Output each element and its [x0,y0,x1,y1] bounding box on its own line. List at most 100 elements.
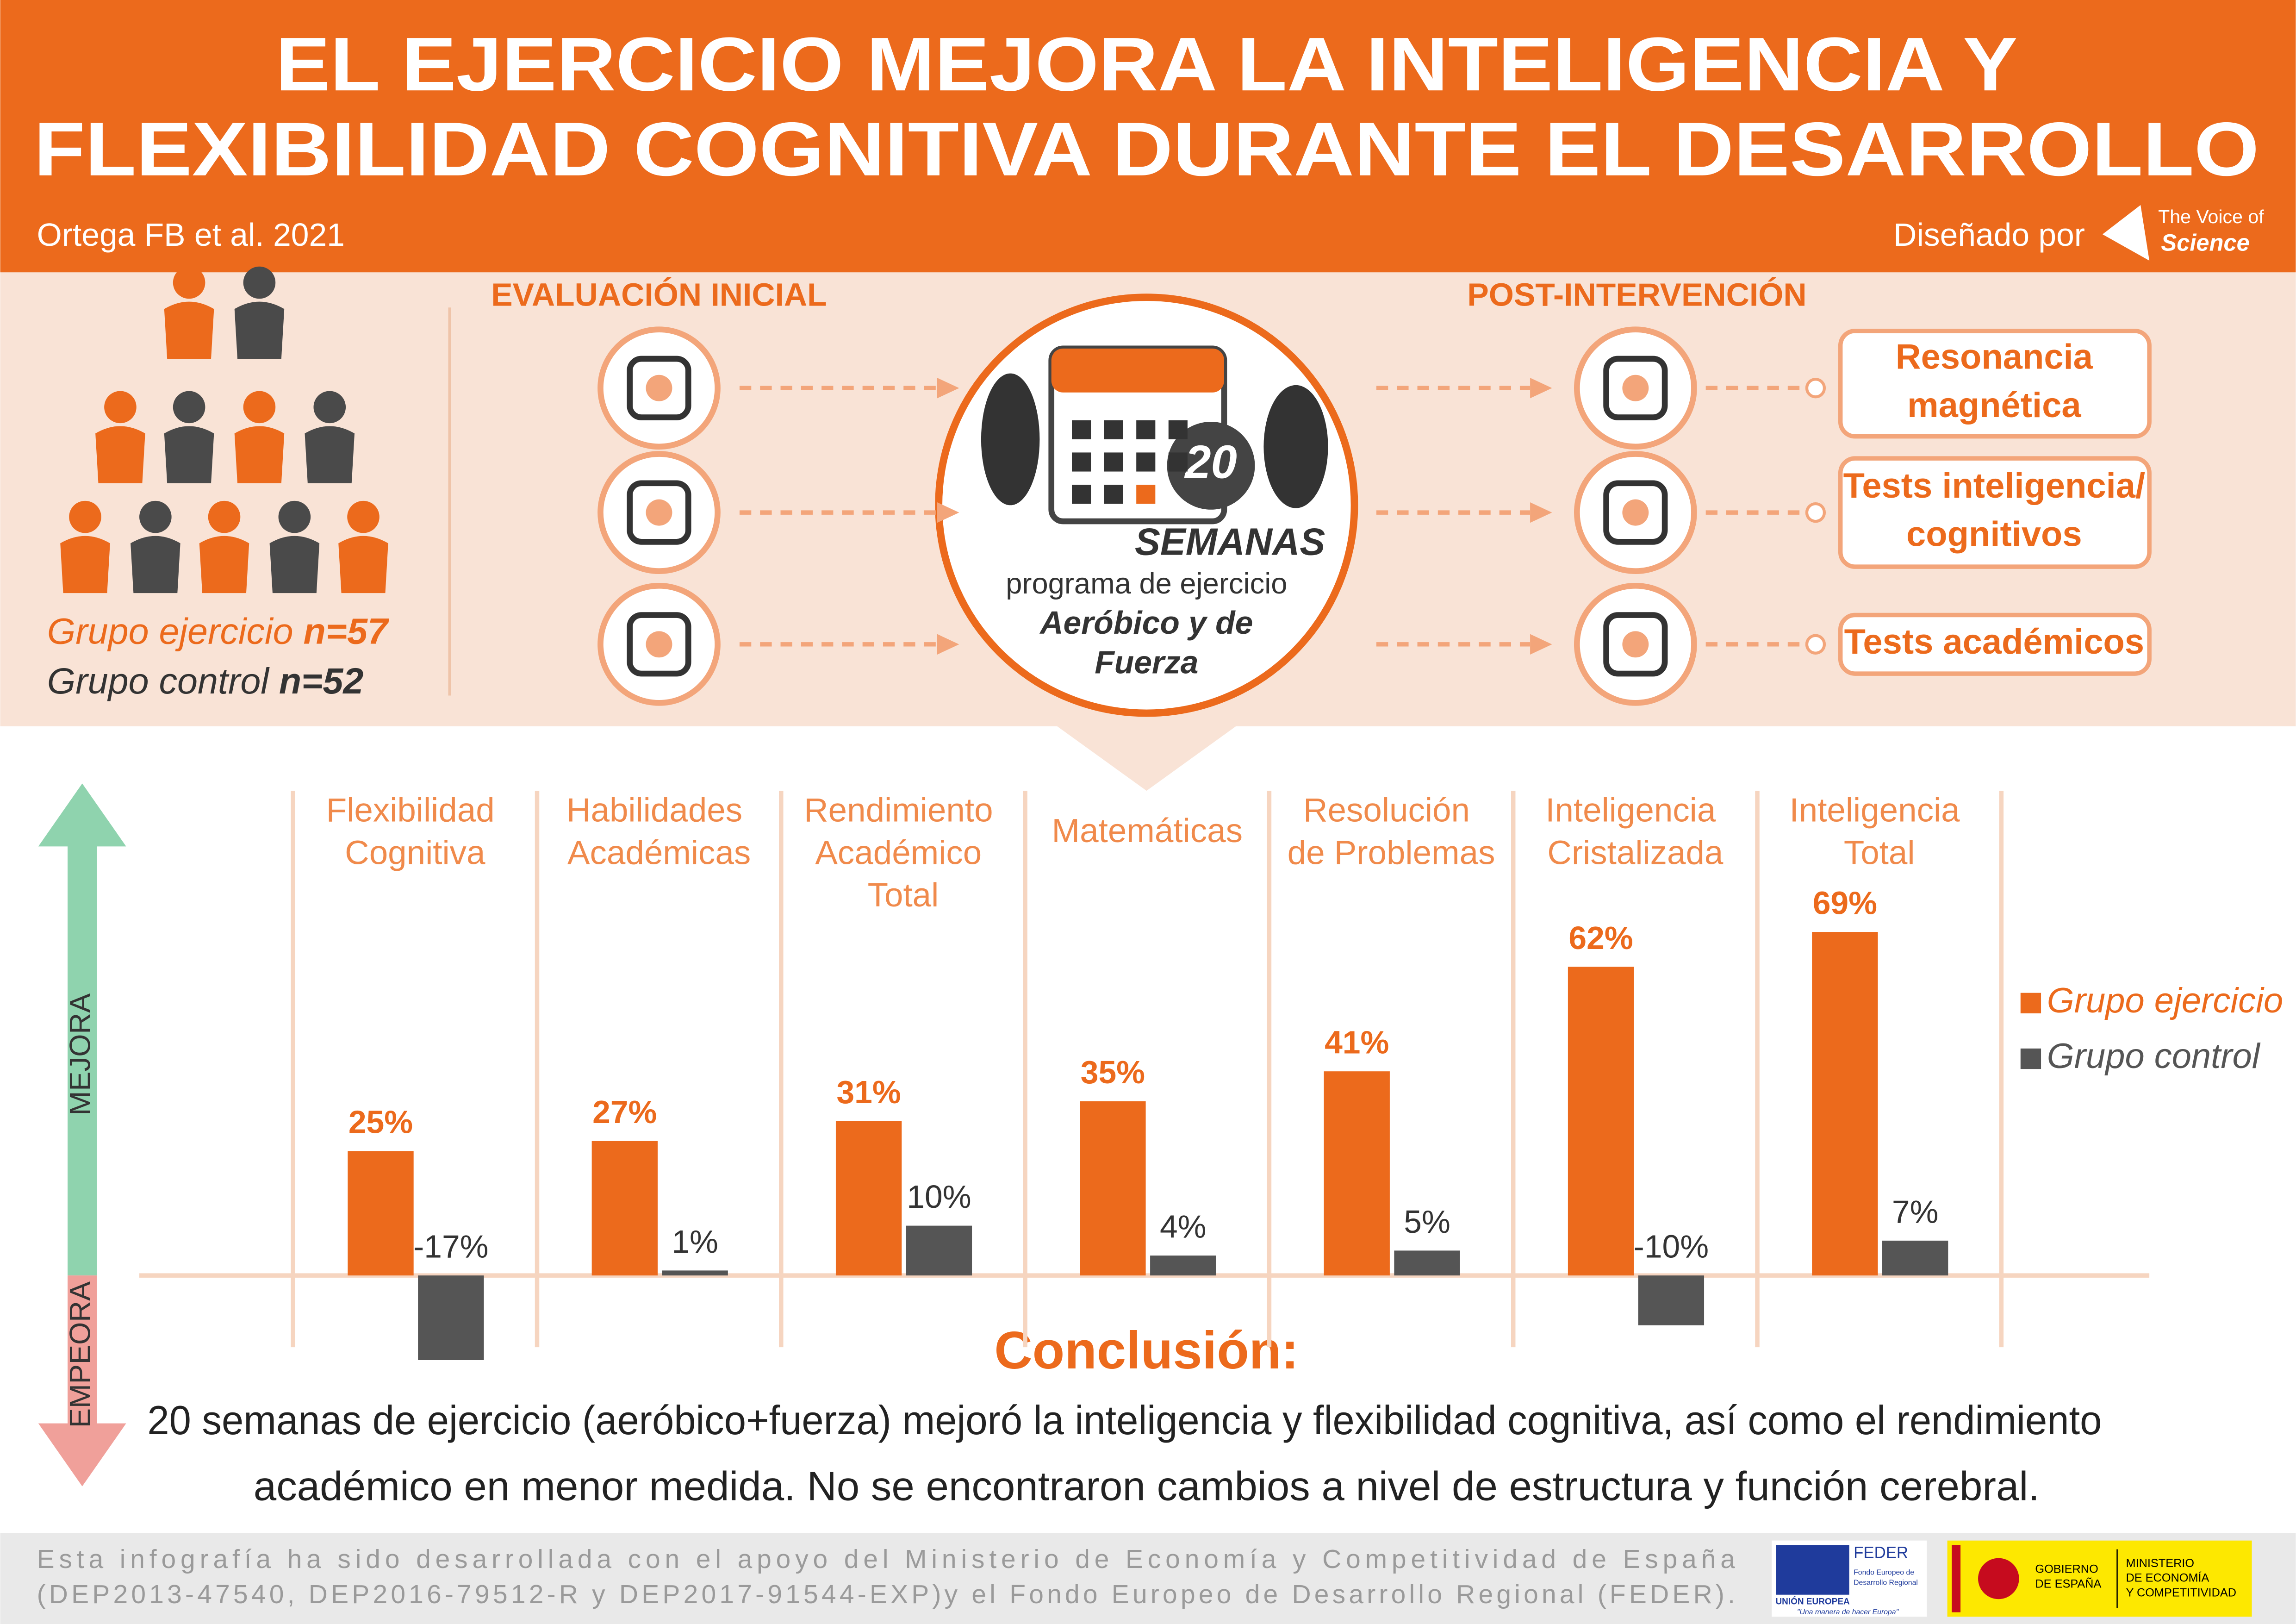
outcome-label: Tests académicos [1844,622,2144,662]
gov: GOBIERNO [2035,1563,2098,1576]
bar [1324,1071,1390,1276]
down-arrow [38,1275,126,1487]
down-arrow [1057,726,1236,791]
calendar-day [1072,452,1091,472]
legend-label: Grupo ejercicio [2047,981,2283,1020]
value-label: -10% [1634,1229,1709,1265]
flow-end [1805,378,1826,399]
bar [906,1225,972,1276]
outcome-box [1838,612,2152,676]
group-name: Grupo ejercicio [47,611,293,652]
calendar-day [1136,452,1156,472]
person-body [234,301,285,359]
eu-flag [1776,1545,1849,1595]
outcome-label: Tests inteligencia/ [1843,466,2145,506]
value-label: 1% [672,1224,718,1260]
program-type: Fuerza [1095,644,1198,680]
value-label: 10% [907,1179,971,1215]
person-head [278,500,311,533]
icon [1603,356,1668,420]
flow-head [1530,634,1552,655]
bar [662,1270,728,1276]
person-head [347,500,380,533]
person-head [69,500,101,533]
person-head [139,500,172,533]
person-body [60,536,110,593]
flow-end [1805,634,1826,655]
feder: FEDER [1854,1544,1908,1562]
person-body [269,536,320,593]
ministry: Y COMPETITIVIDAD [2126,1586,2236,1599]
category-label: Matemáticas [1052,812,1243,849]
bar [1150,1255,1216,1276]
legend-label: Grupo control [2047,1037,2261,1076]
icon [627,480,691,545]
group-label: Grupo ejercicio n=57 [47,611,390,652]
person-body [338,536,388,593]
calendar-day [1104,452,1123,472]
lifter [1263,385,1328,508]
category-label: Rendimiento Académico Total [804,792,1002,914]
person-head [173,266,205,299]
person-body [95,426,145,483]
citation: Ortega FB et al. 2021 [37,217,345,253]
value-label: 69% [1813,885,1877,921]
value-label: 7% [1892,1193,1939,1230]
header-band [0,0,2296,273]
eu: UNIÓN EUROPEA [1775,1597,1849,1607]
group-n: n=57 [304,611,390,652]
value-label: 41% [1325,1024,1389,1061]
weeks-badge [1167,422,1255,510]
icon-dot [1622,375,1649,401]
person-head [243,266,276,299]
phase-label: EVALUACIÓN INICIAL [491,277,827,313]
side-label: EMPEORA [64,1281,96,1428]
bar [1080,1101,1146,1276]
outcome-box [1838,456,2152,569]
gov-bar [1952,1545,1961,1612]
value-label: 27% [592,1094,657,1130]
value-label: -17% [413,1229,488,1265]
icon [627,612,691,677]
gov: DE ESPAÑA [2035,1577,2101,1590]
icon-dot [646,631,672,658]
calendar-day [1136,420,1156,439]
program: programa de ejercicio [1006,568,1287,600]
value-label: 31% [836,1074,901,1110]
flow-head [937,502,959,523]
category-label: Habilidades Académicas [566,792,752,872]
calendar-day [1104,420,1123,439]
feder-sub: Fondo Europeo de [1854,1568,1914,1576]
calendar-day [1072,420,1091,439]
icon [1603,612,1668,677]
group-n: n=52 [279,660,363,701]
group-name: Grupo control [47,660,270,701]
flow-end [1805,502,1826,523]
category-label: Resolución de Problemas [1288,792,1495,872]
icon-dot [1622,499,1649,526]
title-line: FLEXIBILIDAD COGNITIVA DURANTE EL DESARR… [34,106,2259,192]
flow-head [1530,502,1552,523]
brand-icon [2102,205,2150,261]
ministry: DE ECONOMÍA [2126,1571,2209,1585]
flow-head [1530,378,1552,399]
bar [835,1121,902,1276]
person-body [164,301,214,359]
group-label: Grupo control n=52 [47,660,364,701]
category-label: Flexibilidad Cognitiva [326,792,504,872]
footer-text: Esta infografía ha sido desarrollada con… [37,1544,1736,1574]
feder-sub: Desarrollo Regional [1854,1579,1918,1587]
conclusion-text: 20 semanas de ejercicio (aeróbico+fuerza… [147,1397,2102,1443]
calendar-day [1104,485,1123,504]
legend-swatch [2020,993,2041,1013]
bar [1568,967,1634,1276]
brand: Science [2161,230,2249,256]
flow-head [937,634,959,655]
weeks: 20 [1184,436,1237,488]
calendar-top [1051,348,1224,393]
designed-by: Diseñado por [1893,217,2085,253]
value-label: 4% [1160,1209,1207,1245]
person-head [104,391,137,424]
eu-motto: "Una manera de hacer Europa" [1797,1608,1899,1616]
